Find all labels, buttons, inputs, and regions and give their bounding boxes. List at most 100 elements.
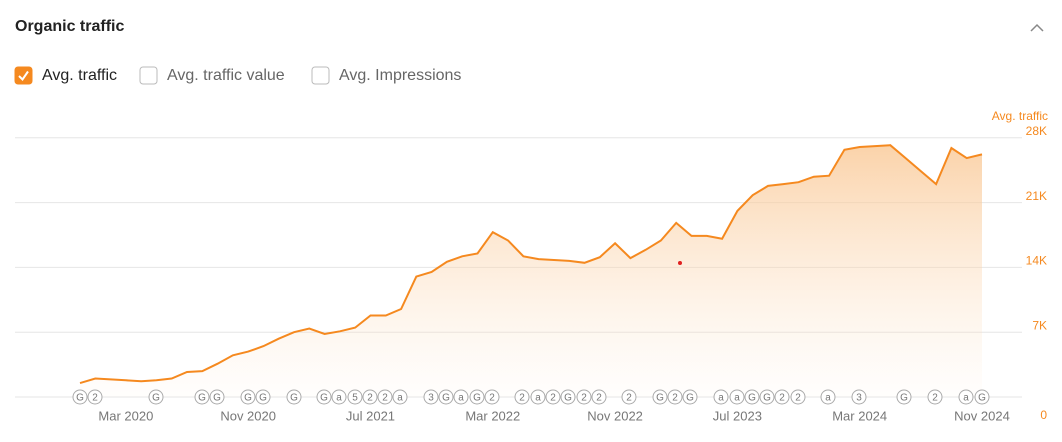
annotation-badge[interactable] [759, 389, 775, 405]
annotation-badge[interactable] [255, 389, 271, 405]
annotation-badge[interactable] [545, 389, 561, 405]
annotation-badge[interactable] [682, 389, 698, 405]
annotation-label[interactable]: a [336, 393, 342, 404]
annotation-badge[interactable] [530, 389, 546, 405]
annotation-label[interactable]: a [535, 393, 541, 404]
annotation-label[interactable]: G [152, 393, 160, 404]
annotation-badge[interactable] [774, 389, 790, 405]
annotation-label[interactable]: a [825, 393, 831, 404]
annotation-label[interactable]: G [763, 393, 771, 404]
x-tick-label: Mar 2024 [832, 408, 887, 423]
annotation-label[interactable]: 2 [519, 393, 525, 404]
annotation-label[interactable]: 3 [856, 393, 862, 404]
annotation-label[interactable]: 2 [596, 393, 602, 404]
annotation-badge[interactable] [713, 389, 729, 405]
annotation-badge[interactable] [896, 389, 912, 405]
annotation-label[interactable]: G [244, 393, 252, 404]
annotation-label[interactable]: G [686, 393, 694, 404]
annotation-label[interactable]: 2 [672, 393, 678, 404]
annotation-badge[interactable] [469, 389, 485, 405]
widget-title: Organic traffic [15, 18, 124, 35]
annotation-badge[interactable] [621, 389, 637, 405]
annotation-badge[interactable] [438, 389, 454, 405]
annotation-label[interactable]: 2 [382, 393, 388, 404]
annotation-badge[interactable] [958, 389, 974, 405]
annotation-badge[interactable] [484, 389, 500, 405]
annotation-badge[interactable] [347, 389, 363, 405]
annotation-badge[interactable] [927, 389, 943, 405]
x-tick-label: Jul 2023 [713, 408, 762, 423]
annotation-badge[interactable] [514, 389, 530, 405]
annotation-label[interactable]: 2 [779, 393, 785, 404]
annotation-label[interactable]: a [963, 393, 969, 404]
annotation-badge[interactable] [331, 389, 347, 405]
annotation-label[interactable]: 2 [581, 393, 587, 404]
x-tick-label: Nov 2024 [954, 408, 1010, 423]
checkbox[interactable] [311, 66, 330, 85]
y-axis-label: Avg. traffic [992, 109, 1048, 123]
annotation-badge[interactable] [667, 389, 683, 405]
collapse-button[interactable] [1030, 23, 1044, 32]
annotation-badge[interactable] [576, 389, 592, 405]
annotation-label[interactable]: G [198, 393, 206, 404]
annotation-label[interactable]: G [656, 393, 664, 404]
annotation-label[interactable]: G [564, 393, 572, 404]
annotation-label[interactable]: G [76, 393, 84, 404]
annotation-badge[interactable] [591, 389, 607, 405]
annotation-badge[interactable] [392, 389, 408, 405]
line [79, 144, 983, 385]
annotation-label[interactable]: 2 [489, 393, 495, 404]
annotation-badge[interactable] [286, 389, 302, 405]
annotation-label[interactable]: G [290, 393, 298, 404]
annotation-label[interactable]: G [748, 393, 756, 404]
annotation-badge[interactable] [974, 389, 990, 405]
annotation-badge[interactable] [87, 389, 103, 405]
checkbox[interactable] [14, 66, 33, 85]
annotation-label[interactable]: a [718, 393, 724, 404]
annotation-label[interactable]: 2 [795, 393, 801, 404]
annotation-label[interactable]: 2 [550, 393, 556, 404]
annotation-badge[interactable] [453, 389, 469, 405]
x-tick-label: Mar 2022 [465, 408, 520, 423]
annotation-badge[interactable] [729, 389, 745, 405]
annotation-badge[interactable] [194, 389, 210, 405]
annotation-badge[interactable] [851, 389, 867, 405]
annotation-badge[interactable] [362, 389, 378, 405]
annotation-badge[interactable] [148, 389, 164, 405]
annotation-label[interactable]: G [320, 393, 328, 404]
annotation-badge[interactable] [790, 389, 806, 405]
annotation-label[interactable]: 2 [92, 393, 98, 404]
annotation-label[interactable]: a [458, 393, 464, 404]
annotation-badge[interactable] [377, 389, 393, 405]
annotation-label[interactable]: G [978, 393, 986, 404]
annotation-label[interactable]: 2 [367, 393, 373, 404]
annotation-label[interactable]: G [259, 393, 267, 404]
annotation-label[interactable]: a [734, 393, 740, 404]
annotation-label[interactable]: G [473, 393, 481, 404]
annotation-label[interactable]: 2 [932, 393, 938, 404]
annotation-label[interactable]: 3 [428, 393, 434, 404]
annotation-badge[interactable] [240, 389, 256, 405]
checkbox[interactable] [139, 66, 158, 85]
annotation-badge[interactable] [652, 389, 668, 405]
annotation-badge[interactable] [423, 389, 439, 405]
annotation-badge[interactable] [72, 389, 88, 405]
annotation-badge[interactable] [820, 389, 836, 405]
annotation-label[interactable]: 5 [352, 393, 358, 404]
x-tick-label: Mar 2020 [98, 408, 153, 423]
annotation-badge[interactable] [560, 389, 576, 405]
annotation-badge[interactable] [316, 389, 332, 405]
annotation-badge[interactable] [744, 389, 760, 405]
annotation-label[interactable]: G [442, 393, 450, 404]
checkbox-label[interactable]: Avg. traffic [42, 67, 117, 84]
annotation-label[interactable]: G [900, 393, 908, 404]
checkbox-label[interactable]: Avg. traffic value [167, 67, 285, 84]
checkmark [18, 70, 29, 82]
annotation-label[interactable]: G [213, 393, 221, 404]
area [80, 145, 982, 397]
annotation-label[interactable]: a [397, 393, 403, 404]
checkbox-label[interactable]: Avg. Impressions [339, 67, 461, 84]
marker-dot [678, 261, 682, 265]
annotation-badge[interactable] [209, 389, 225, 405]
annotation-label[interactable]: 2 [626, 393, 632, 404]
